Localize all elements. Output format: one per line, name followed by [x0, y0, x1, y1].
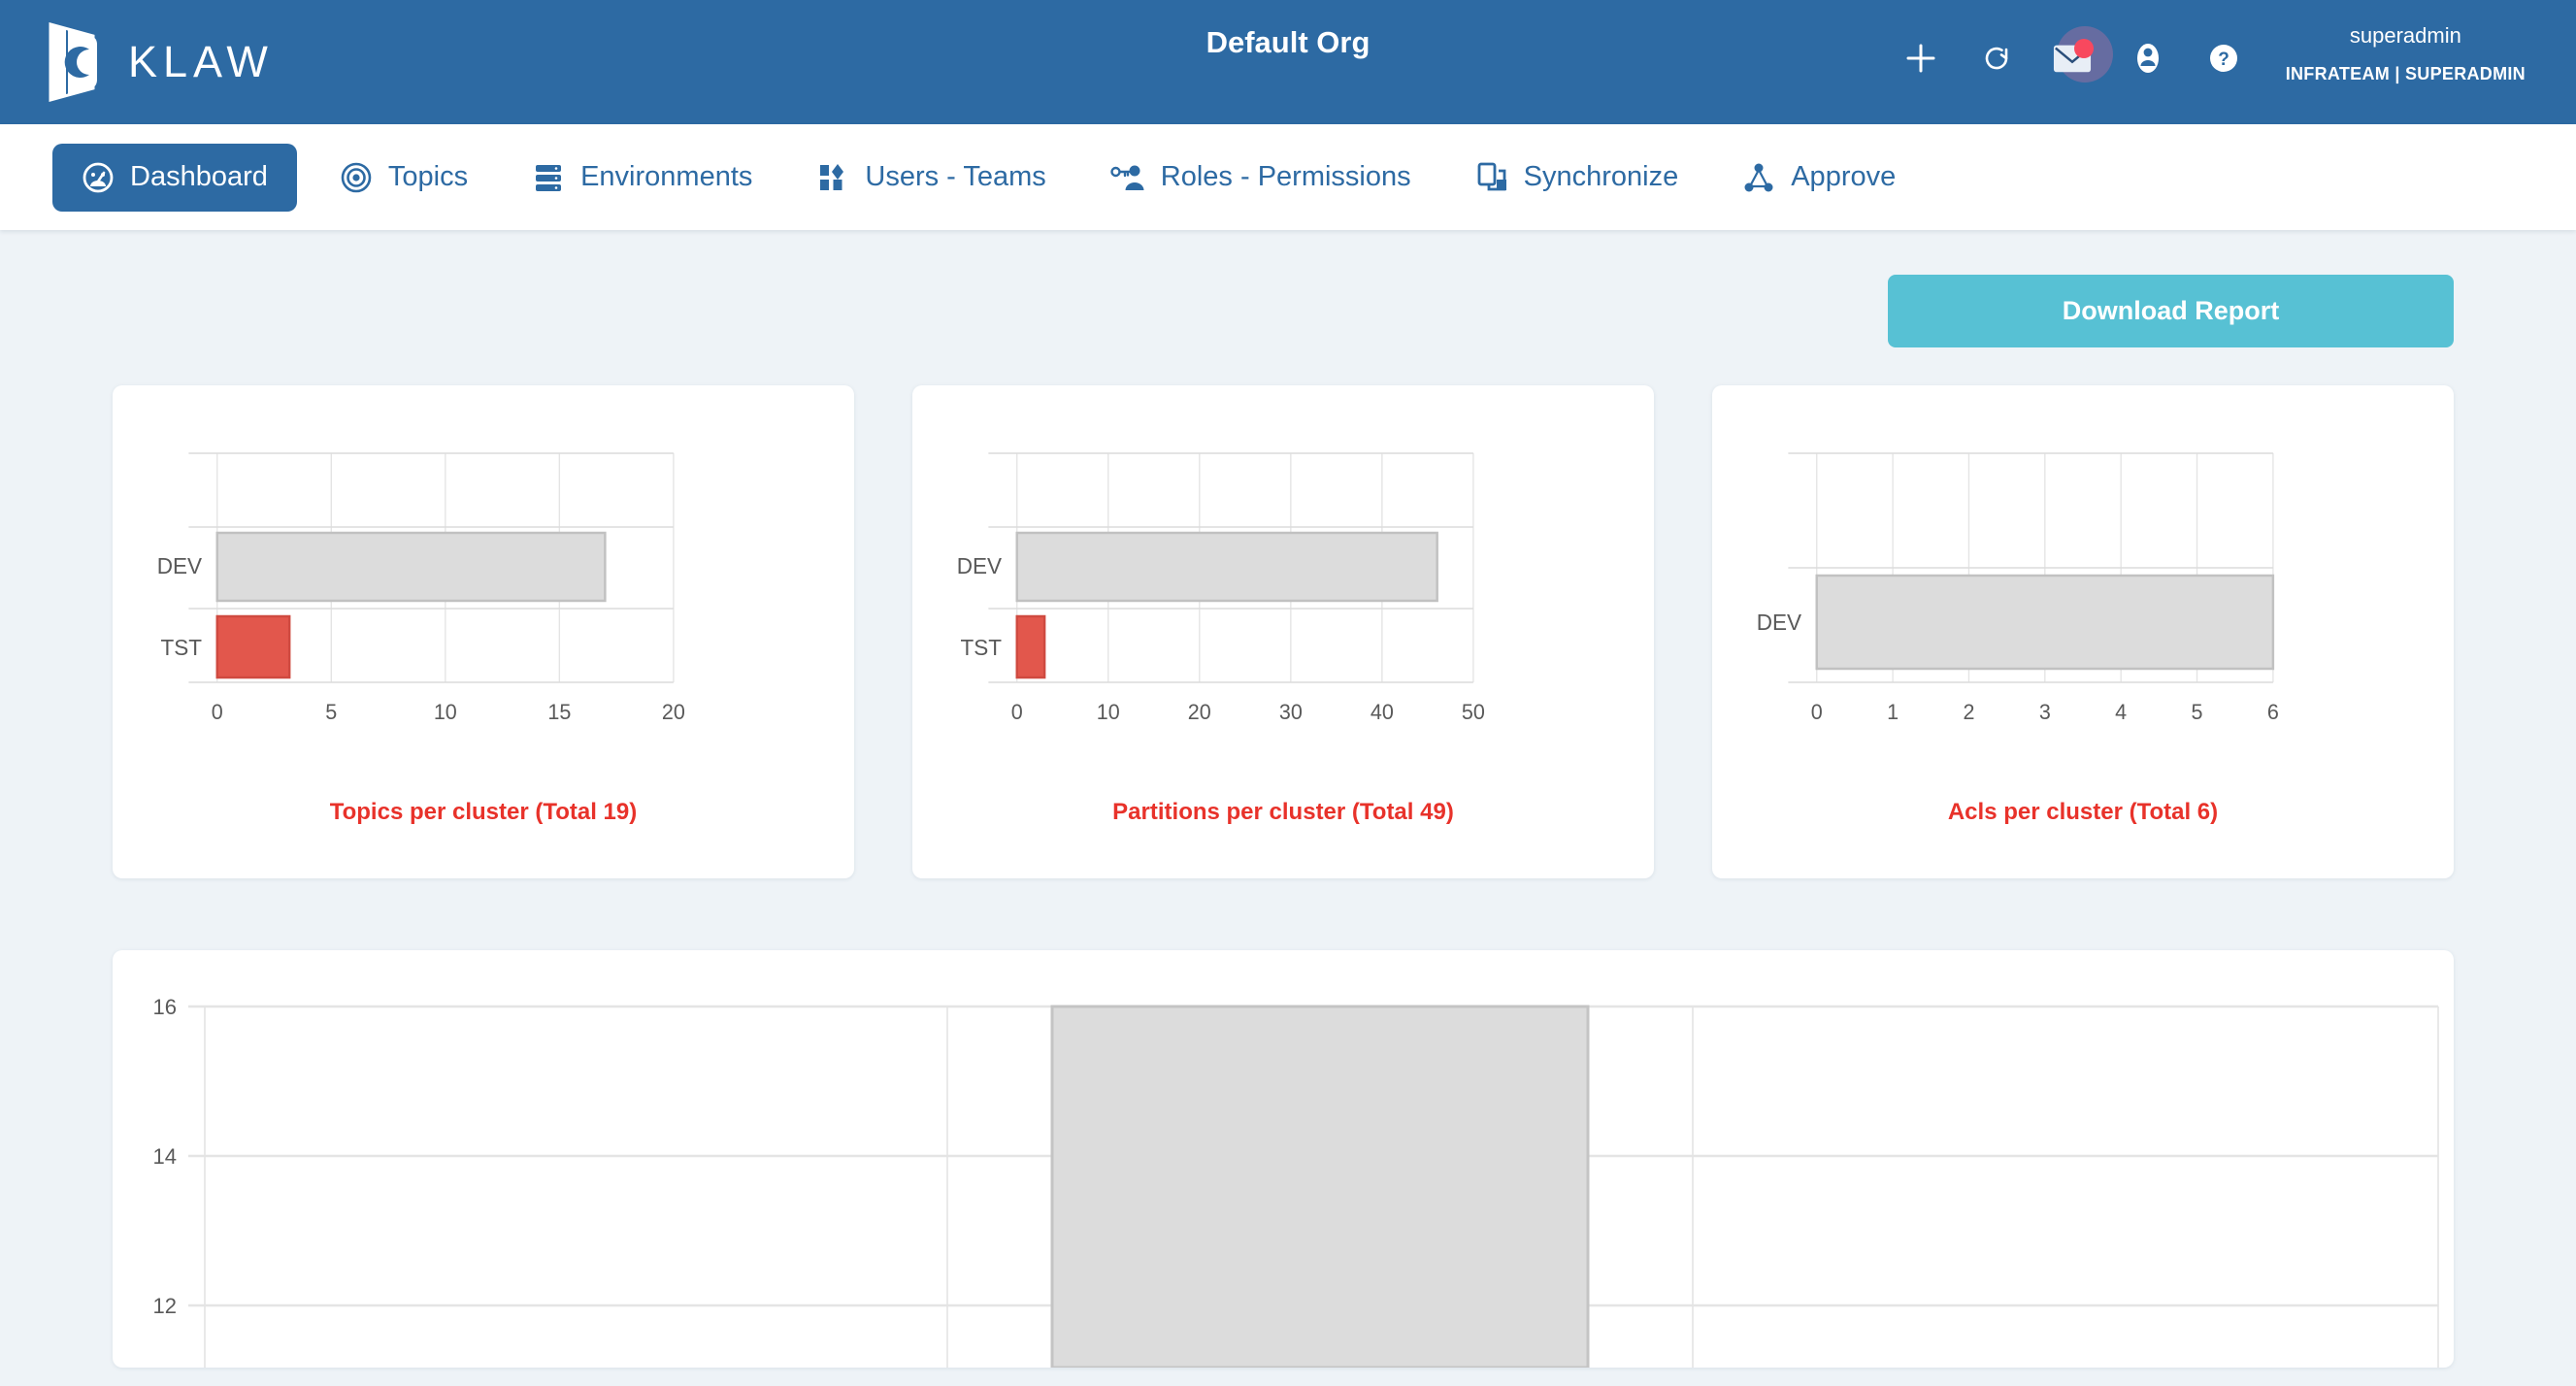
topics-bar-chart: DEV TST 0 5 10 15 20: [113, 440, 854, 750]
svg-text:16: 16: [153, 995, 177, 1019]
nav-item-label: Users - Teams: [865, 161, 1046, 192]
header-icon-group: ?: [1901, 21, 2243, 82]
toolbar: Download Report: [0, 230, 2576, 347]
svg-text:12: 12: [153, 1294, 177, 1318]
nav-item-topics[interactable]: Topics: [318, 144, 489, 212]
svg-text:30: 30: [1279, 700, 1303, 724]
chart-card-partitions: DEV TST 0 10 20 30 40 50 Partitions per …: [912, 385, 1654, 878]
chart-card-bottom: 16 14 12: [113, 950, 2454, 1368]
nav-item-label: Topics: [387, 161, 469, 192]
plus-icon[interactable]: [1901, 39, 1940, 78]
user-name: superadmin: [2349, 23, 2461, 48]
svg-text:4: 4: [2115, 700, 2127, 724]
user-role: INFRATEAM | SUPERADMIN: [2285, 64, 2526, 83]
svg-text:3: 3: [2039, 700, 2051, 724]
user-info[interactable]: superadmin INFRATEAM | SUPERADMIN: [2286, 21, 2526, 84]
charts-row: DEV TST 0 5 10 15 20 Topics per cluster …: [0, 347, 2576, 878]
nav-item-label: Approve: [1791, 161, 1897, 192]
svg-text:2: 2: [1963, 700, 1974, 724]
nav-item-approve[interactable]: Approve: [1721, 144, 1917, 212]
bottom-bar-chart: 16 14 12: [113, 950, 2454, 1368]
brand[interactable]: KLAW: [0, 22, 274, 102]
sync-windows-icon: [1475, 161, 1508, 194]
svg-text:0: 0: [1811, 700, 1823, 724]
app-header: KLAW Default Org: [0, 0, 2576, 124]
main-nav: Dashboard Topics Environments: [0, 124, 2576, 230]
roles-key-user-icon: [1110, 161, 1145, 194]
dashboard-gauge-icon: [82, 161, 115, 194]
svg-text:5: 5: [2192, 700, 2203, 724]
nav-item-label: Synchronize: [1523, 161, 1679, 192]
header-right: ? superadmin INFRATEAM | SUPERADMIN: [1901, 0, 2576, 124]
svg-text:40: 40: [1371, 700, 1394, 724]
chart-card-topics: DEV TST 0 5 10 15 20 Topics per cluster …: [113, 385, 854, 878]
svg-text:50: 50: [1462, 700, 1485, 724]
svg-text:1: 1: [1887, 700, 1899, 724]
partitions-bar-chart: DEV TST 0 10 20 30 40 50: [912, 440, 1654, 750]
nav-item-roles-permissions[interactable]: Roles - Permissions: [1089, 144, 1433, 212]
svg-text:20: 20: [1188, 700, 1211, 724]
svg-text:10: 10: [1097, 700, 1120, 724]
approve-network-icon: [1742, 161, 1775, 194]
svg-text:?: ?: [2218, 50, 2229, 70]
svg-text:TST: TST: [961, 635, 1003, 660]
nav-item-synchronize[interactable]: Synchronize: [1454, 144, 1701, 212]
download-report-button[interactable]: Download Report: [1888, 275, 2454, 347]
chart-title-partitions: Partitions per cluster (Total 49): [1112, 799, 1454, 825]
svg-text:5: 5: [325, 700, 337, 724]
svg-text:0: 0: [212, 700, 223, 724]
svg-text:6: 6: [2267, 700, 2279, 724]
notification-badge: [2073, 39, 2094, 58]
account-icon[interactable]: [2129, 39, 2167, 78]
refresh-icon[interactable]: [1977, 39, 2016, 78]
chart-card-acls: DEV 0 1 2 3 4 5 6 Acls per cluster (Tota…: [1712, 385, 2454, 878]
target-icon: [340, 161, 373, 194]
nav-item-dashboard[interactable]: Dashboard: [52, 143, 297, 212]
nav-item-label: Dashboard: [130, 161, 268, 192]
nav-item-environments[interactable]: Environments: [511, 144, 774, 212]
nav-item-users-teams[interactable]: Users - Teams: [795, 144, 1067, 212]
brand-name: KLAW: [128, 37, 274, 86]
mail-icon[interactable]: [2053, 26, 2113, 82]
help-icon[interactable]: ?: [2204, 39, 2243, 78]
server-stack-icon: [532, 161, 565, 194]
svg-text:15: 15: [547, 700, 571, 724]
svg-text:DEV: DEV: [1757, 610, 1802, 635]
nav-item-label: Roles - Permissions: [1160, 161, 1411, 192]
main-content: Download Report: [0, 230, 2576, 1368]
chart-title-acls: Acls per cluster (Total 6): [1947, 799, 2219, 825]
svg-text:DEV: DEV: [157, 553, 203, 578]
svg-text:DEV: DEV: [957, 553, 1003, 578]
chart-title-topics: Topics per cluster (Total 19): [329, 799, 638, 825]
acls-bar-chart: DEV 0 1 2 3 4 5 6: [1712, 440, 2454, 750]
svg-text:20: 20: [662, 700, 685, 724]
klaw-logo-icon: [47, 22, 103, 102]
svg-text:14: 14: [153, 1144, 177, 1169]
svg-text:0: 0: [1011, 700, 1023, 724]
users-teams-icon: [816, 161, 849, 194]
nav-item-label: Environments: [580, 161, 753, 192]
svg-text:TST: TST: [161, 635, 203, 660]
svg-text:10: 10: [434, 700, 457, 724]
